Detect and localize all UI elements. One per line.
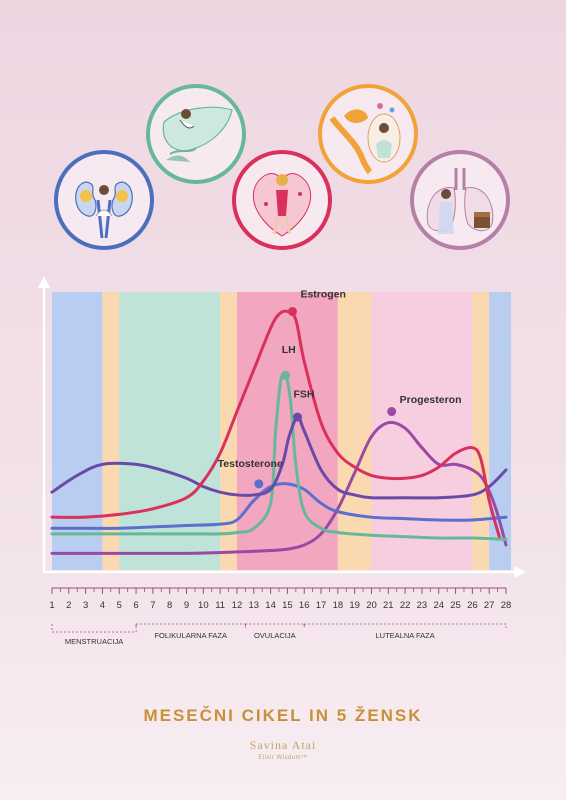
series-line-estrogen <box>50 309 501 539</box>
phase-label: FOLIKULARNA FAZA <box>154 631 227 640</box>
phase-brackets: MENSTRUACIJA FOLIKULARNA FAZA OVULACIJA LUT… <box>51 623 507 646</box>
phase-bracket <box>135 623 246 628</box>
tick-label: 28 <box>501 600 512 611</box>
label-estrogen: Estrogen <box>300 289 346 301</box>
tick-label: 9 <box>184 600 189 611</box>
tick-label: 13 <box>248 600 259 611</box>
tick-label: 1 <box>49 600 54 611</box>
tick-label: 22 <box>400 600 411 611</box>
phase-bracket <box>303 623 507 628</box>
phase-band-5 <box>337 292 372 570</box>
tick-label: 24 <box>433 600 444 611</box>
phase-bracket <box>244 623 305 628</box>
phase-label: OVULACIJA <box>254 631 296 640</box>
phase-label: LUTEALNA FAZA <box>376 631 435 640</box>
label-progesteron: Progesteron <box>400 394 462 406</box>
tick-label: 5 <box>117 600 122 611</box>
phase-band-8 <box>489 292 512 570</box>
tick-label: 18 <box>333 600 344 611</box>
day-axis: 1 2 3 4 5 6 7 8 9 10 11 12 13 14 15 16 17 18 19 20 21 22 23 24 2… <box>49 587 512 611</box>
phase-bracket <box>51 624 137 633</box>
phase-band-4 <box>236 292 338 570</box>
lungs-illustration-icon <box>410 150 510 250</box>
y-axis-arrow <box>38 276 50 288</box>
tick-label: 20 <box>366 600 377 611</box>
marker-estrogen <box>287 306 297 316</box>
marker-progesteron <box>387 407 397 417</box>
chart-axes <box>38 276 526 578</box>
kidneys-illustration-icon <box>54 150 154 250</box>
tick-label: 12 <box>232 600 243 611</box>
tick-label: 7 <box>150 600 155 611</box>
label-testosterone: Testosterone <box>218 458 283 470</box>
phase-band-7 <box>472 292 490 570</box>
marker-testosterone <box>254 479 264 489</box>
tick-label: 17 <box>316 600 327 611</box>
tick-label: 14 <box>265 600 276 611</box>
label-lh: LH <box>282 344 296 356</box>
series-line-fsh <box>50 415 508 500</box>
tick-label: 10 <box>198 600 209 611</box>
marker-lh <box>281 370 291 380</box>
phase-band-0 <box>52 292 103 570</box>
page-title: MESEČNI CIKEL IN 5 ŽENSK <box>143 706 423 725</box>
hormone-lines <box>50 309 508 555</box>
heart-illustration-icon <box>232 150 332 250</box>
phase-bands <box>52 292 512 570</box>
tick-label: 15 <box>282 600 293 611</box>
tick-label: 6 <box>133 600 138 611</box>
tick-label: 27 <box>484 600 495 611</box>
tick-label: 11 <box>215 600 225 611</box>
tick-label: 19 <box>349 600 360 611</box>
brand-tagline: Elixir Wisdom™ <box>258 755 308 761</box>
tick-label: 2 <box>66 600 71 611</box>
phase-band-1 <box>102 292 120 570</box>
tick-label: 3 <box>83 600 88 611</box>
phase-band-6 <box>371 292 473 570</box>
tick-label: 4 <box>100 600 105 611</box>
label-fsh: FSH <box>293 389 314 401</box>
tick-label: 26 <box>467 600 478 611</box>
x-axis-arrow <box>514 566 526 578</box>
series-line-lh <box>50 371 508 541</box>
liver-illustration-icon <box>146 84 246 184</box>
tick-label: 23 <box>417 600 428 611</box>
series-line-progesteron <box>50 420 508 555</box>
hormone-labels: Estrogen LH FSH Testosterone Progesteron <box>218 289 462 489</box>
brain-illustration-icon <box>318 84 418 184</box>
series-line-testosterone <box>50 482 508 530</box>
brand-logo: Savina Atai <box>249 738 317 752</box>
tick-label: 25 <box>450 600 461 611</box>
marker-fsh <box>292 412 302 422</box>
phase-label: MENSTRUACIJA <box>65 637 123 646</box>
tick-label: 16 <box>299 600 310 611</box>
tick-label: 8 <box>167 600 172 611</box>
tick-label: 21 <box>383 600 394 611</box>
